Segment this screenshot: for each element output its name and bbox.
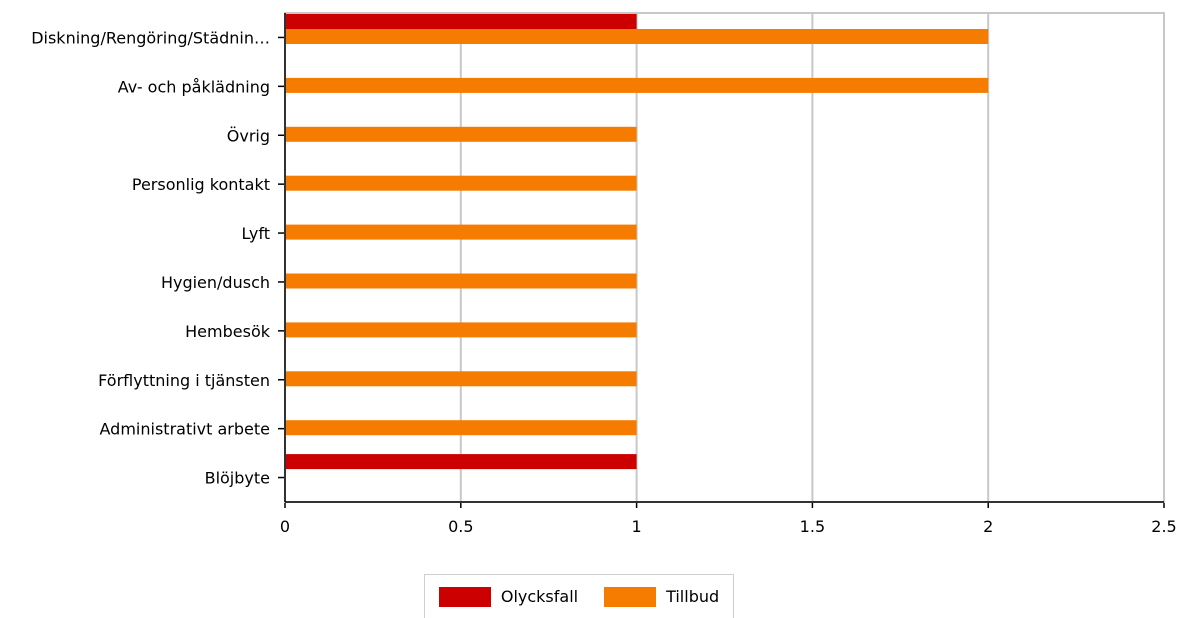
bar-chart: 0 0.5 1 1.5 2 2.5 Diskning/Rengöring/Städnin… A… <box>31 12 1177 536</box>
x-tick-label: 2 <box>983 517 993 536</box>
bar-tillbud <box>285 77 989 93</box>
category-label: Administrativt arbete <box>100 420 270 439</box>
bar-tillbud <box>285 371 637 387</box>
legend-label-tillbud: Tillbud <box>666 587 720 606</box>
bar-tillbud <box>285 322 637 338</box>
x-tick-label: 1 <box>632 517 642 536</box>
category-label: Förflyttning i tjänsten <box>98 371 270 390</box>
bar-tillbud <box>285 420 637 436</box>
x-tick-label: 0 <box>280 517 290 536</box>
legend-swatch-olycksfall <box>438 586 491 607</box>
category-label: Diskning/Rengöring/Städnin… <box>31 28 270 47</box>
x-tick-label: 2.5 <box>1151 517 1176 536</box>
category-label: Personlig kontakt <box>132 175 270 194</box>
legend-swatch-tillbud <box>604 586 657 607</box>
category-label: Övrig <box>227 126 270 145</box>
category-label: Av- och påklädning <box>118 77 270 96</box>
bar-tillbud <box>285 175 637 191</box>
bar-olycksfall <box>285 14 637 29</box>
category-label: Hygien/dusch <box>161 273 270 292</box>
x-tick-label: 1.5 <box>800 517 825 536</box>
legend-item-tillbud: Tillbud <box>604 586 720 607</box>
legend-item-olycksfall: Olycksfall <box>438 586 579 607</box>
bar-tillbud <box>285 29 989 44</box>
bar-tillbud <box>285 126 637 142</box>
legend-label-olycksfall: Olycksfall <box>500 587 579 606</box>
bar-tillbud <box>285 273 637 289</box>
category-label: Hembesök <box>185 322 271 341</box>
bar-olycksfall <box>285 454 637 470</box>
x-tick-label: 0.5 <box>448 517 473 536</box>
category-label: Blöjbyte <box>205 469 270 488</box>
bar-tillbud <box>285 224 637 240</box>
category-label: Lyft <box>241 224 270 243</box>
legend: Olycksfall Tillbud <box>424 574 734 618</box>
